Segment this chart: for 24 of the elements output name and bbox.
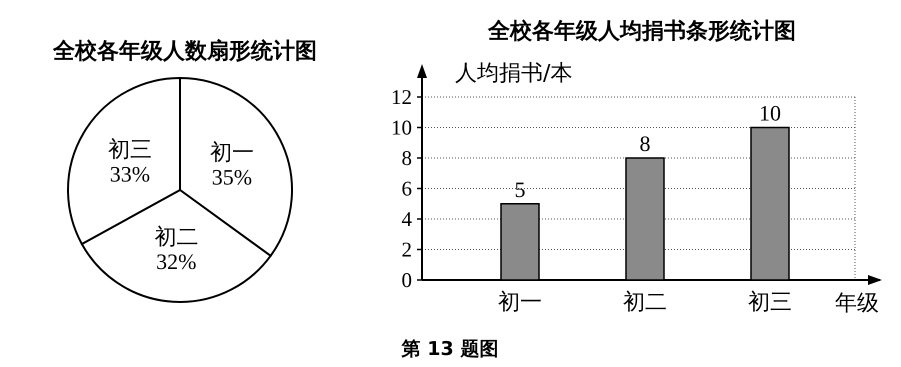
slice-label: 初二 [154, 224, 198, 250]
x-tick-label: 初三 [748, 290, 792, 315]
y-tick-label: 8 [402, 146, 412, 170]
x-tick-label: 初一 [498, 290, 542, 315]
chart-title: 全校各年级人数扇形统计图 [52, 38, 317, 64]
y-tick-label: 10 [391, 116, 412, 140]
data-label: 33% [110, 161, 150, 186]
text: 第 13 题图 [400, 338, 498, 360]
y-tick-label: 0 [402, 268, 412, 292]
chart-title: 全校各年级人均捐书条形统计图 [487, 18, 796, 44]
data-label: 8 [640, 131, 650, 156]
y-tick-label: 4 [402, 207, 412, 231]
x-axis-title: 年级 [835, 291, 879, 316]
x-tick-label: 初二 [623, 290, 667, 315]
data-label: 10 [759, 100, 781, 126]
y-tick-label: 2 [402, 238, 412, 262]
data-label: 35% [212, 164, 252, 190]
slice-label: 初一 [210, 140, 254, 165]
data-label: 5 [514, 176, 526, 202]
y-tick-label: 6 [402, 176, 412, 200]
y-tick-label: 12 [391, 85, 412, 109]
data-label: 32% [156, 249, 197, 274]
y-axis-title: 人均捐书/本 [455, 61, 572, 86]
slice-label: 初三 [108, 136, 152, 162]
